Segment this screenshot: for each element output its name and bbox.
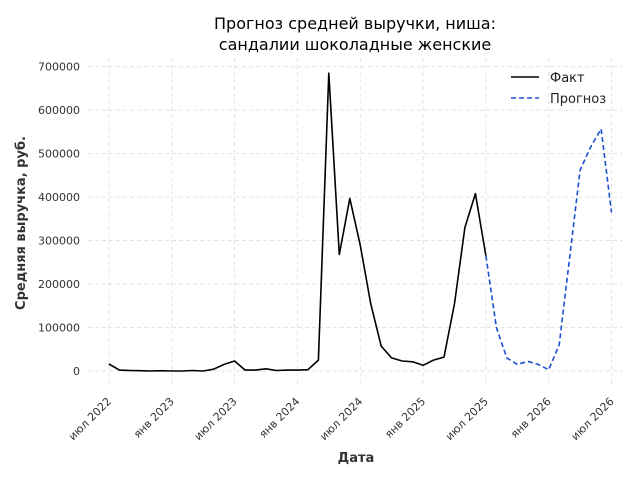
x-axis-label: Дата [338,451,375,466]
chart-title-line-1: Прогноз средней выручки, ниша: [214,14,496,33]
y-tick-label: 600000 [38,104,80,117]
legend-label-fact: Факт [550,71,585,86]
legend: Факт Прогноз [511,71,606,107]
chart-title-line-2: сандалии шоколадные женские [219,35,491,54]
y-tick-label: 200000 [38,278,80,291]
grid [88,58,622,384]
y-tick-label: 400000 [38,191,80,204]
y-axis-label: Средняя выручка, руб. [14,136,29,310]
y-tick-label: 100000 [38,321,80,334]
y-tick-label: 0 [73,365,80,378]
series-line-forecast [485,128,613,371]
y-tick-label: 500000 [38,148,80,161]
series-line-fact [108,72,487,372]
y-tick-label: 700000 [38,61,80,74]
y-tick-label: 300000 [38,235,80,248]
legend-label-forecast: Прогноз [550,92,606,107]
series-lines [108,72,613,372]
y-axis-ticks: 0 100000 200000 300000 400000 500000 600000 700… [38,61,80,378]
